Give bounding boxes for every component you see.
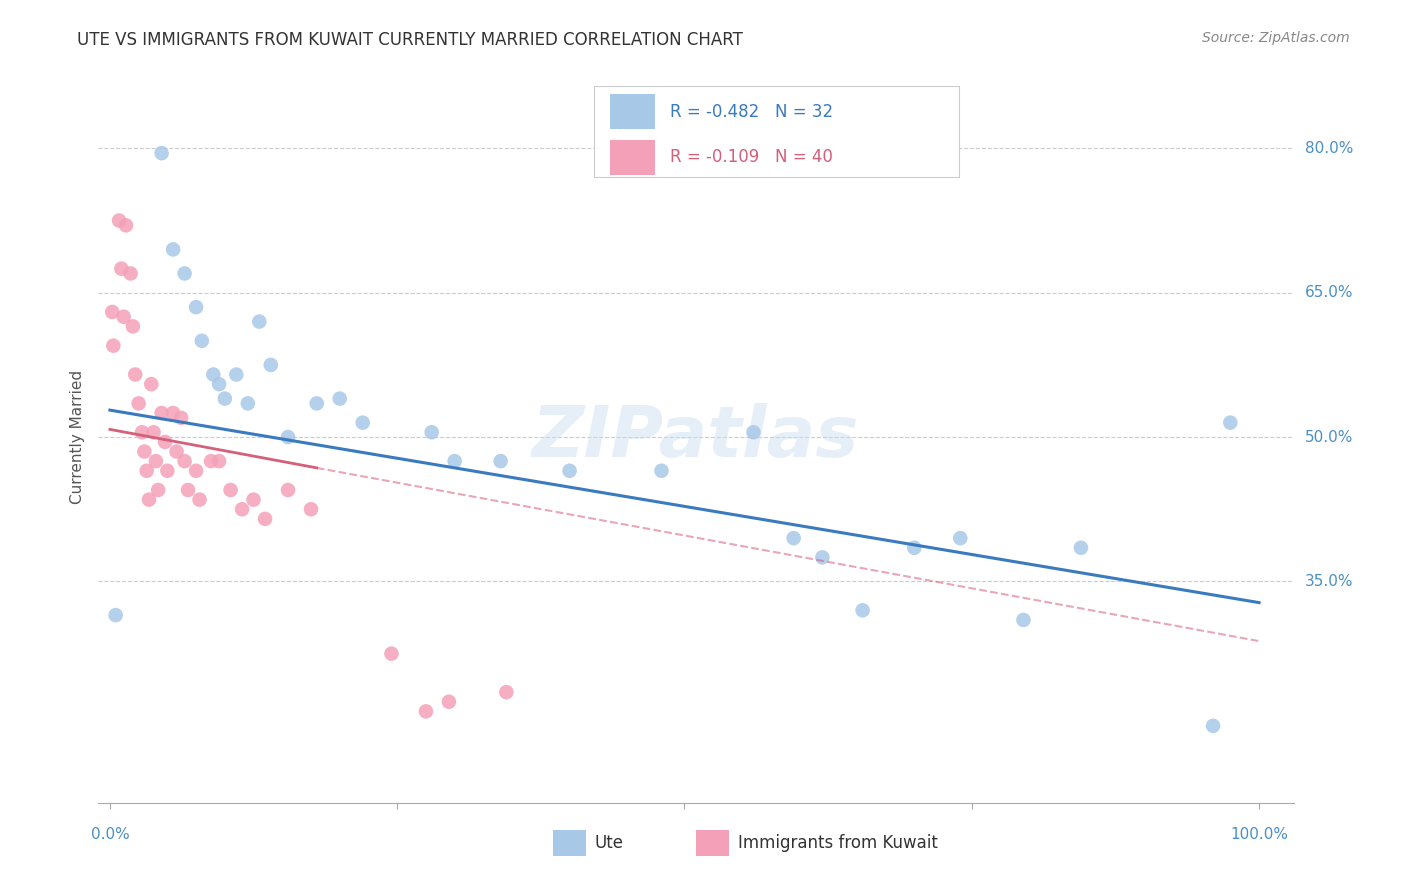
Point bbox=[1012, 613, 1035, 627]
Point bbox=[214, 392, 236, 406]
Point bbox=[173, 454, 195, 468]
Point bbox=[134, 444, 156, 458]
Point bbox=[782, 531, 804, 545]
Point bbox=[145, 454, 167, 468]
Point bbox=[811, 550, 834, 565]
Point bbox=[489, 454, 512, 468]
Point bbox=[156, 464, 179, 478]
Bar bbox=[553, 830, 586, 856]
Point bbox=[437, 695, 460, 709]
Text: 35.0%: 35.0% bbox=[1305, 574, 1353, 589]
Bar bbox=[610, 94, 655, 129]
Point bbox=[299, 502, 322, 516]
Point bbox=[208, 377, 231, 392]
Point bbox=[208, 454, 231, 468]
Text: 65.0%: 65.0% bbox=[1305, 285, 1353, 301]
Point bbox=[420, 425, 443, 440]
Point bbox=[242, 492, 264, 507]
Point bbox=[188, 492, 211, 507]
FancyBboxPatch shape bbox=[595, 86, 959, 178]
Text: UTE VS IMMIGRANTS FROM KUWAIT CURRENTLY MARRIED CORRELATION CHART: UTE VS IMMIGRANTS FROM KUWAIT CURRENTLY … bbox=[77, 31, 744, 49]
Text: 100.0%: 100.0% bbox=[1230, 827, 1288, 842]
Point bbox=[852, 603, 875, 617]
Point bbox=[173, 267, 195, 281]
Point bbox=[202, 368, 225, 382]
Point bbox=[1219, 416, 1241, 430]
Point bbox=[101, 305, 124, 319]
Point bbox=[949, 531, 972, 545]
Point bbox=[104, 608, 127, 623]
Point bbox=[128, 396, 150, 410]
Text: 0.0%: 0.0% bbox=[90, 827, 129, 842]
Point bbox=[380, 647, 402, 661]
Point bbox=[443, 454, 465, 468]
Point bbox=[650, 464, 672, 478]
Point bbox=[225, 368, 247, 382]
Point bbox=[415, 705, 437, 719]
Point bbox=[1070, 541, 1092, 555]
Text: Source: ZipAtlas.com: Source: ZipAtlas.com bbox=[1202, 31, 1350, 45]
Point bbox=[110, 261, 132, 276]
Point bbox=[903, 541, 925, 555]
Point bbox=[142, 425, 165, 440]
Point bbox=[495, 685, 517, 699]
Point bbox=[103, 338, 125, 352]
Point bbox=[742, 425, 765, 440]
Point bbox=[200, 454, 222, 468]
Point bbox=[131, 425, 153, 440]
Point bbox=[177, 483, 200, 497]
Point bbox=[329, 392, 352, 406]
Text: ZIPatlas: ZIPatlas bbox=[533, 402, 859, 472]
Bar bbox=[610, 140, 655, 175]
Point bbox=[162, 406, 184, 420]
Text: R = -0.109   N = 40: R = -0.109 N = 40 bbox=[669, 148, 832, 166]
Point bbox=[231, 502, 253, 516]
Point bbox=[277, 430, 299, 444]
Bar bbox=[696, 830, 730, 856]
Point bbox=[148, 483, 170, 497]
Point bbox=[112, 310, 135, 324]
Point bbox=[305, 396, 328, 410]
Point bbox=[277, 483, 299, 497]
Point bbox=[115, 219, 138, 233]
Point bbox=[141, 377, 163, 392]
Point bbox=[254, 512, 277, 526]
Text: R = -0.482   N = 32: R = -0.482 N = 32 bbox=[669, 103, 832, 120]
Point bbox=[170, 410, 193, 425]
Point bbox=[150, 146, 173, 161]
Y-axis label: Currently Married: Currently Married bbox=[70, 370, 86, 504]
Point bbox=[120, 267, 142, 281]
Point bbox=[1202, 719, 1225, 733]
Point bbox=[260, 358, 283, 372]
Point bbox=[191, 334, 214, 348]
Point bbox=[236, 396, 259, 410]
Point bbox=[153, 434, 176, 449]
Text: 80.0%: 80.0% bbox=[1305, 141, 1353, 156]
Point bbox=[166, 444, 188, 458]
Text: 50.0%: 50.0% bbox=[1305, 430, 1353, 444]
Text: Immigrants from Kuwait: Immigrants from Kuwait bbox=[738, 834, 938, 852]
Point bbox=[162, 243, 184, 257]
Point bbox=[247, 315, 270, 329]
Point bbox=[135, 464, 157, 478]
Point bbox=[122, 319, 145, 334]
Point bbox=[184, 300, 207, 314]
Point bbox=[138, 492, 160, 507]
Point bbox=[184, 464, 207, 478]
Point bbox=[352, 416, 374, 430]
Point bbox=[558, 464, 581, 478]
Point bbox=[219, 483, 242, 497]
Point bbox=[150, 406, 173, 420]
Point bbox=[124, 368, 146, 382]
Point bbox=[108, 213, 131, 227]
Text: Ute: Ute bbox=[595, 834, 623, 852]
